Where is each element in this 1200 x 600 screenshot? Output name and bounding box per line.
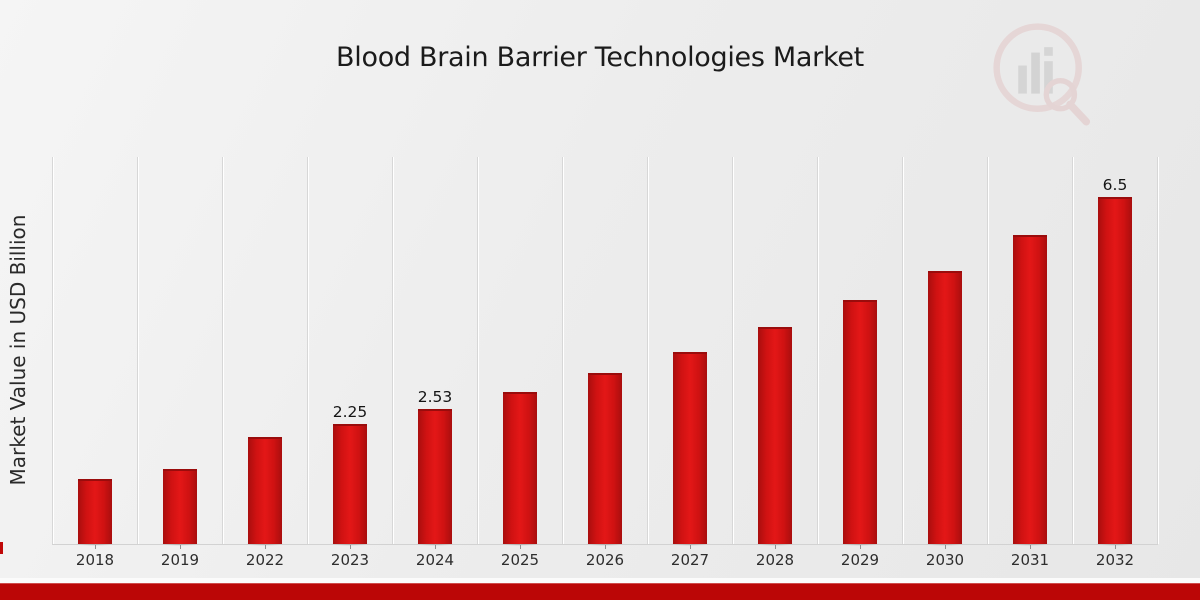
x-axis-label-2025: 2025	[500, 551, 540, 569]
bar-2025	[503, 391, 537, 544]
x-axis-tick	[434, 545, 436, 549]
bar-chart-icon	[993, 23, 1082, 112]
gridline	[221, 157, 224, 544]
bar-2030	[928, 270, 962, 544]
bar-base-shadow	[500, 542, 540, 546]
bar-2029	[843, 299, 877, 544]
x-axis-label-2023: 2023	[330, 551, 370, 569]
bar-2031	[1013, 234, 1047, 544]
bar-base-shadow	[415, 542, 455, 546]
gridline	[1156, 157, 1159, 544]
gridline	[561, 157, 564, 544]
bar-2028	[758, 327, 792, 544]
bar-2027	[673, 351, 707, 544]
bar-base-shadow	[75, 542, 115, 546]
gridline	[306, 157, 309, 544]
x-axis-tick	[604, 545, 606, 549]
bar-2024	[418, 408, 452, 544]
x-axis-tick	[94, 545, 96, 549]
x-axis-tick	[774, 545, 776, 549]
x-axis-tick	[264, 545, 266, 549]
x-axis-tick	[689, 545, 691, 549]
watermark-logo	[993, 23, 1091, 126]
x-axis-label-2030: 2030	[925, 551, 965, 569]
gridline	[816, 157, 819, 544]
bar-base-shadow	[1095, 542, 1135, 546]
x-axis-label-2019: 2019	[160, 551, 200, 569]
gridline	[901, 157, 904, 544]
gridline	[1071, 157, 1074, 544]
x-axis-tick	[944, 545, 946, 549]
x-axis-label-2032: 2032	[1095, 551, 1135, 569]
bar-base-shadow	[245, 542, 285, 546]
bar-base-shadow	[1010, 542, 1050, 546]
gridline	[391, 157, 394, 544]
bar-2032	[1098, 197, 1132, 544]
bar-value-2023: 2.25	[332, 402, 368, 421]
gridline	[646, 157, 649, 544]
bar-value-2024: 2.53	[417, 387, 453, 406]
x-axis-label-2028: 2028	[755, 551, 795, 569]
bar-2023	[333, 423, 367, 544]
bar-base-shadow	[160, 542, 200, 546]
x-axis-tick	[179, 545, 181, 549]
x-axis-tick	[1114, 545, 1116, 549]
x-axis-tick	[859, 545, 861, 549]
x-axis-label-2029: 2029	[840, 551, 880, 569]
bar-base-shadow	[755, 542, 795, 546]
bar-2019	[163, 469, 197, 544]
x-axis-line	[52, 544, 1158, 545]
x-axis-label-2027: 2027	[670, 551, 710, 569]
bar-base-shadow	[670, 542, 710, 546]
bar-base-shadow	[840, 542, 880, 546]
gridline	[986, 157, 989, 544]
bar-base-shadow	[585, 542, 625, 546]
bar-value-2032: 6.5	[1102, 176, 1128, 195]
gridline	[51, 157, 54, 544]
bar-2022	[248, 437, 282, 544]
x-axis-tick	[1029, 545, 1031, 549]
x-axis-label-2026: 2026	[585, 551, 625, 569]
bar-base-shadow	[925, 542, 965, 546]
bar-2018	[78, 479, 112, 544]
magnifier-icon	[1043, 77, 1091, 126]
gridline	[476, 157, 479, 544]
bar-base-shadow	[330, 542, 370, 546]
footer-white-strip	[0, 578, 1200, 584]
x-axis-label-2018: 2018	[75, 551, 115, 569]
bar-2026	[588, 373, 622, 544]
x-axis-tick	[349, 545, 351, 549]
x-axis-label-2024: 2024	[415, 551, 455, 569]
footer-red-band	[0, 583, 1200, 600]
x-axis-label-2031: 2031	[1010, 551, 1050, 569]
left-edge-red-sliver	[0, 542, 3, 554]
gridline	[136, 157, 139, 544]
chart-title: Blood Brain Barrier Technologies Market	[336, 42, 864, 73]
x-axis-tick	[519, 545, 521, 549]
gridline	[731, 157, 734, 544]
x-axis-label-2022: 2022	[245, 551, 285, 569]
